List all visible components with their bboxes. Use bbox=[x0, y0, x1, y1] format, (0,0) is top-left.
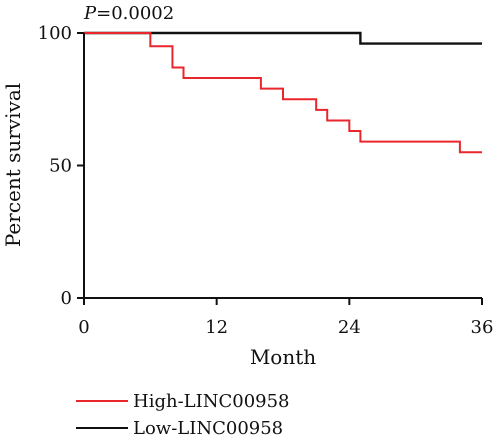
x-axis-label: Month bbox=[250, 345, 316, 369]
x-tick-label-0: 0 bbox=[78, 317, 89, 338]
x-tick-label-1: 12 bbox=[205, 317, 228, 338]
series-layer bbox=[84, 31, 482, 154]
p-value-annotation: P=0.0002 bbox=[83, 3, 174, 24]
series-line-low bbox=[84, 31, 482, 45]
legend-label-high: High-LINC00958 bbox=[133, 391, 290, 412]
ticks-layer: 0 12 24 36 0 50 100 bbox=[38, 23, 494, 338]
x-tick-label-3: 36 bbox=[471, 317, 494, 338]
y-tick-label-0: 0 bbox=[61, 288, 72, 309]
p-value-italic-prefix: P bbox=[83, 3, 97, 24]
y-tick-label-2: 100 bbox=[38, 23, 72, 44]
y-tick-label-1: 50 bbox=[49, 156, 72, 177]
legend: High-LINC00958 Low-LINC00958 bbox=[76, 391, 290, 439]
legend-label-low: Low-LINC00958 bbox=[133, 418, 283, 439]
series-line-high bbox=[84, 32, 482, 154]
p-value-text: =0.0002 bbox=[96, 3, 174, 24]
y-axis-label: Percent survival bbox=[1, 83, 25, 247]
x-tick-label-2: 24 bbox=[338, 317, 361, 338]
